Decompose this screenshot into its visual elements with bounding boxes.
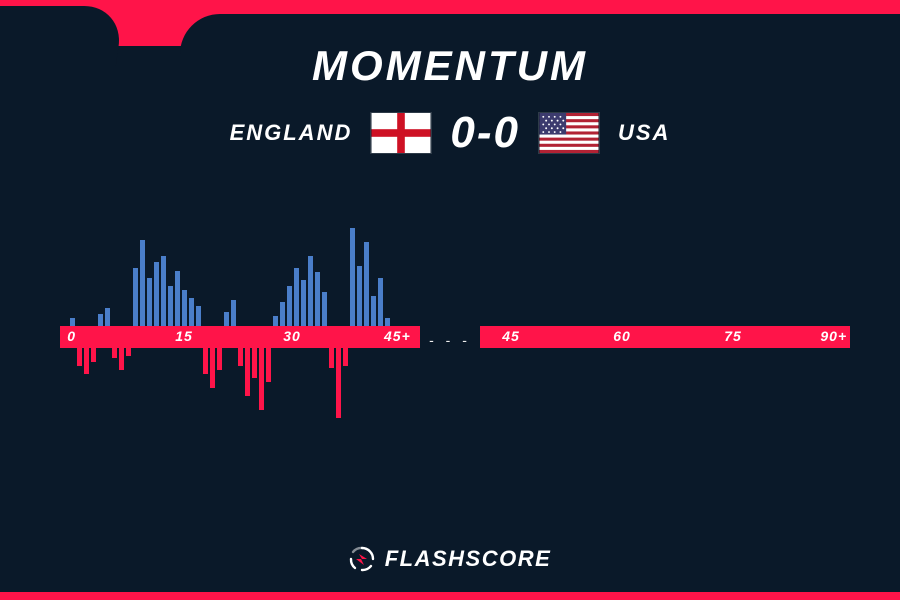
momentum-bar-down: [126, 348, 131, 356]
momentum-bar-up: [161, 256, 166, 326]
momentum-bar-up: [322, 292, 327, 326]
flashscore-logo-icon: [349, 546, 375, 572]
momentum-bar-up: [133, 268, 138, 326]
momentum-bar-down: [252, 348, 257, 378]
momentum-bar-down: [84, 348, 89, 374]
momentum-bar-up: [147, 278, 152, 326]
first-half-axis: [60, 326, 420, 348]
momentum-bar-up: [224, 312, 229, 326]
axis-tick: 60: [613, 328, 631, 344]
momentum-bar-up: [182, 290, 187, 326]
team1-flag-icon: [370, 112, 432, 154]
axis-tick: 45: [502, 328, 520, 344]
momentum-bar-up: [98, 314, 103, 326]
momentum-bar-up: [189, 298, 194, 326]
team2-name: USA: [618, 120, 670, 146]
team2-flag-icon: [538, 112, 600, 154]
momentum-bar-down: [343, 348, 348, 366]
first-half: 0 15 30 45+: [60, 200, 420, 460]
brand-name: FLASHSCORE: [385, 546, 552, 572]
axis-tick: 30: [283, 328, 301, 344]
momentum-bar-down: [329, 348, 334, 368]
score-sep: -: [477, 108, 494, 157]
momentum-bar-down: [91, 348, 96, 362]
momentum-chart: 0 15 30 45+ - - - 45 60 75 90+: [60, 200, 850, 460]
momentum-bar-down: [336, 348, 341, 418]
bottom-accent: [0, 592, 900, 600]
momentum-bar-up: [301, 280, 306, 326]
momentum-bar-up: [378, 278, 383, 326]
momentum-bar-up: [175, 271, 180, 326]
axis-tick: 90+: [820, 328, 847, 344]
axis-tick: 15: [175, 328, 193, 344]
momentum-bar-up: [280, 302, 285, 326]
team1-name: ENGLAND: [230, 120, 353, 146]
axis-tick: 0: [67, 328, 76, 344]
momentum-bar-up: [231, 300, 236, 326]
momentum-bar-up: [273, 316, 278, 326]
team2-score: 0: [493, 108, 519, 157]
momentum-bar-down: [266, 348, 271, 382]
axis-tick: 75: [724, 328, 742, 344]
momentum-bar-down: [210, 348, 215, 388]
momentum-bar-down: [112, 348, 117, 358]
momentum-bar-up: [364, 242, 369, 326]
momentum-bar-down: [245, 348, 250, 396]
momentum-bar-up: [168, 286, 173, 326]
momentum-bar-up: [294, 268, 299, 326]
momentum-bar-up: [154, 262, 159, 326]
momentum-bar-up: [371, 296, 376, 326]
team1-score: 0: [450, 108, 476, 157]
momentum-bar-up: [308, 256, 313, 326]
momentum-bar-down: [203, 348, 208, 374]
halftime-gap: - - -: [420, 332, 480, 348]
momentum-bar-up: [287, 286, 292, 326]
scoreline: ENGLAND 0-0: [0, 108, 900, 158]
momentum-bar-down: [119, 348, 124, 370]
brand: FLASHSCORE: [0, 546, 900, 572]
momentum-bar-up: [105, 308, 110, 326]
second-half-axis: [480, 326, 850, 348]
momentum-graphic: MOMENTUM ENGLAND 0-0: [0, 0, 900, 600]
second-half: 45 60 75 90+: [480, 200, 850, 460]
momentum-bar-up: [315, 272, 320, 326]
momentum-bar-down: [238, 348, 243, 366]
momentum-bar-up: [350, 228, 355, 326]
momentum-bar-up: [140, 240, 145, 326]
top-accent: [0, 0, 900, 46]
title: MOMENTUM: [0, 42, 900, 90]
momentum-bar-down: [259, 348, 264, 410]
momentum-bar-up: [385, 318, 390, 326]
score: 0-0: [450, 108, 520, 158]
momentum-bar-down: [217, 348, 222, 370]
momentum-bar-up: [70, 318, 75, 326]
axis-tick: 45+: [384, 328, 411, 344]
momentum-bar-down: [77, 348, 82, 366]
momentum-bar-up: [357, 266, 362, 326]
momentum-bar-up: [196, 306, 201, 326]
